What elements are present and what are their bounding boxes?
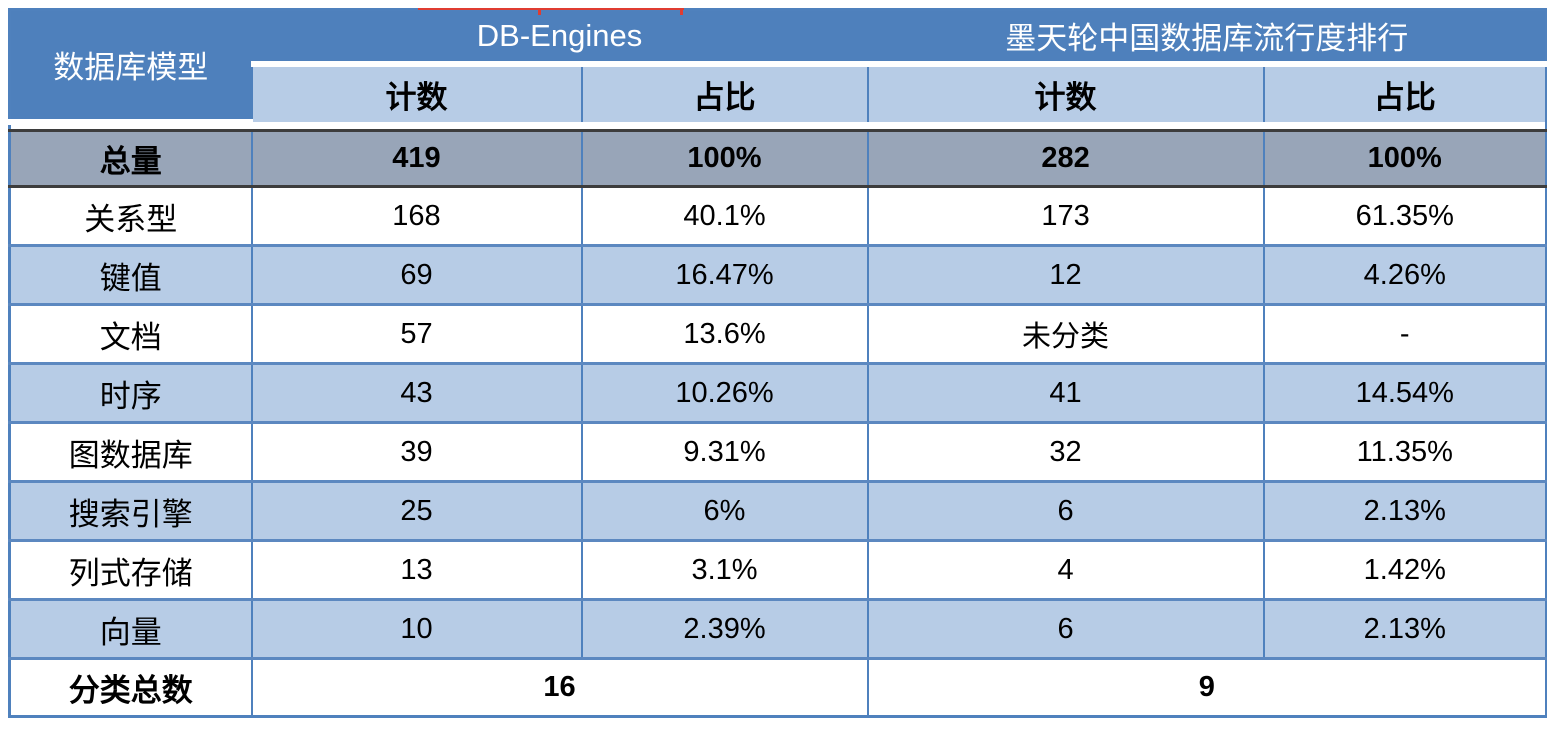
row-label-category-total: 分类总数	[8, 657, 253, 717]
cell-value: 14.54%	[1262, 362, 1547, 424]
cell-value: 11.35%	[1262, 421, 1547, 483]
red-tick-artifact	[680, 8, 683, 15]
cell-value: 57	[250, 303, 583, 365]
cell-value: 32	[866, 421, 1265, 483]
row-label: 时序	[8, 362, 253, 424]
cell-value: 13.6%	[580, 303, 869, 365]
cell-value: 168	[250, 185, 583, 247]
row-label: 关系型	[8, 185, 253, 247]
database-model-comparison-table: 数据库模型 DB-Engines 墨天轮中国数据库流行度排行 计数 占比 计数 …	[8, 8, 1547, 718]
cell-value: 41	[866, 362, 1265, 424]
cell-value: 43	[250, 362, 583, 424]
category-total-motianlun: 9	[866, 657, 1547, 717]
cell-value: 10.26%	[580, 362, 869, 424]
cell-value: 2.13%	[1262, 598, 1547, 660]
table-header-sub-row: 计数 占比 计数 占比	[10, 63, 1547, 122]
category-total-dbengines: 16	[250, 657, 869, 717]
cell-value: 1.42%	[1262, 539, 1547, 601]
cell-value: 9.31%	[580, 421, 869, 483]
total-dbengines-count: 419	[250, 129, 583, 188]
table-row-time-series: 时序 43 10.26% 41 14.54%	[8, 362, 1547, 424]
cell-value: 13	[250, 539, 583, 601]
cell-value: 69	[250, 244, 583, 306]
cell-value: 6	[866, 598, 1265, 660]
cell-value: 39	[250, 421, 583, 483]
group-header-motianlun: 墨天轮中国数据库流行度排行	[866, 9, 1547, 67]
cell-value: 40.1%	[580, 185, 869, 247]
cell-value: 61.35%	[1262, 185, 1547, 247]
table-row-vector: 向量 10 2.39% 6 2.13%	[8, 598, 1547, 660]
row-label: 列式存储	[8, 539, 253, 601]
table-row-document: 文档 57 13.6% 未分类 -	[8, 303, 1547, 365]
row-label-total: 总量	[8, 129, 253, 188]
red-tick-artifact	[538, 8, 541, 15]
header-body-spacer	[9, 121, 1547, 131]
table-row-graph: 图数据库 39 9.31% 32 11.35%	[8, 421, 1547, 483]
cell-value: 6	[866, 480, 1265, 542]
corner-header-database-model: 数据库模型	[8, 9, 253, 125]
cell-value: 4.26%	[1262, 244, 1547, 306]
cell-value: 3.1%	[580, 539, 869, 601]
table-row-key-value: 键值 69 16.47% 12 4.26%	[8, 244, 1547, 306]
cell-value: -	[1262, 303, 1547, 365]
table-row-search-engine: 搜索引擎 25 6% 6 2.13%	[8, 480, 1547, 542]
row-label: 文档	[8, 303, 253, 365]
col-header-dbengines-share: 占比	[580, 63, 869, 122]
table-row-columnar: 列式存储 13 3.1% 4 1.42%	[8, 539, 1547, 601]
row-label: 搜索引擎	[8, 480, 253, 542]
cell-value: 未分类	[866, 303, 1265, 365]
col-header-motianlun-share: 占比	[1262, 63, 1547, 122]
total-motianlun-count: 282	[866, 129, 1265, 188]
table-row-category-total: 分类总数 16 9	[8, 657, 1547, 717]
total-motianlun-share: 100%	[1262, 129, 1547, 188]
table-row-total: 总量 419 100% 282 100%	[8, 129, 1547, 188]
table-row-relational: 关系型 168 40.1% 173 61.35%	[8, 185, 1547, 247]
row-label: 图数据库	[8, 421, 253, 483]
row-label: 向量	[8, 598, 253, 660]
cell-value: 2.13%	[1262, 480, 1547, 542]
cell-value: 25	[250, 480, 583, 542]
cell-value: 4	[866, 539, 1265, 601]
cropped-red-line-artifact	[418, 8, 684, 15]
cell-value: 10	[250, 598, 583, 660]
cell-value: 6%	[580, 480, 869, 542]
table-header-group-row: 数据库模型 DB-Engines 墨天轮中国数据库流行度排行	[8, 9, 1547, 125]
cell-value: 16.47%	[580, 244, 869, 306]
cell-value: 2.39%	[580, 598, 869, 660]
group-header-db-engines: DB-Engines	[250, 9, 869, 67]
col-header-motianlun-count: 计数	[866, 63, 1265, 122]
cell-value: 12	[866, 244, 1265, 306]
col-header-dbengines-count: 计数	[250, 63, 583, 122]
cell-value: 173	[866, 185, 1265, 247]
total-dbengines-share: 100%	[580, 129, 869, 188]
row-label: 键值	[8, 244, 253, 306]
